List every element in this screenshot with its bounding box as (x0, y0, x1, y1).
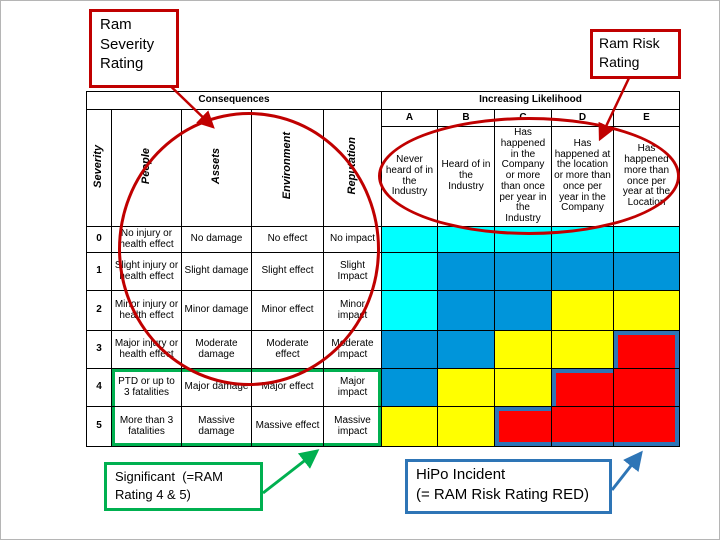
reputation-cell-1: Slight Impact (323, 252, 382, 291)
environment-column-header: Environment (251, 109, 324, 227)
likelihood-e-description: Has happened more than once per year at … (613, 126, 680, 227)
likelihood-c-header: C (494, 109, 552, 127)
likelihood-b-header: B (437, 109, 495, 127)
people-label: People (139, 148, 152, 185)
risk-cell-0-a (381, 226, 438, 253)
severity-cell-5: 5 (86, 406, 112, 447)
environment-cell-0: No effect (251, 226, 324, 253)
risk-cell-4-a (381, 368, 438, 407)
reputation-column-header: Reputation (323, 109, 382, 227)
risk-cell-2-d (551, 290, 614, 331)
likelihood-header: Increasing Likelihood (381, 91, 680, 110)
reputation-cell-0: No impact (323, 226, 382, 253)
assets-label: Assets (209, 148, 222, 185)
risk-cell-5-e (613, 406, 680, 447)
assets-cell-2: Minor damage (181, 290, 252, 331)
risk-cell-2-c (494, 290, 552, 331)
severity-cell-3: 3 (86, 330, 112, 369)
risk-cell-1-a (381, 252, 438, 291)
assets-cell-1: Slight damage (181, 252, 252, 291)
risk-cell-5-b (437, 406, 495, 447)
reputation-cell-4: Major impact (323, 368, 382, 407)
environment-cell-3: Moderate effect (251, 330, 324, 369)
people-cell-1: Slight injury or health effect (111, 252, 182, 291)
likelihood-a-description: Never heard of in the Industry (381, 126, 438, 227)
risk-cell-1-d (551, 252, 614, 291)
reputation-label: Reputation (345, 137, 358, 195)
ram-severity-rating-callout: Ram Severity Rating (89, 9, 179, 88)
severity-cell-4: 4 (86, 368, 112, 407)
risk-cell-1-e (613, 252, 680, 291)
people-cell-5: More than 3 fatalities (111, 406, 182, 447)
assets-cell-3: Moderate damage (181, 330, 252, 369)
assets-cell-5: Massive damage (181, 406, 252, 447)
likelihood-a-header: A (381, 109, 438, 127)
severity-cell-0: 0 (86, 226, 112, 253)
environment-cell-5: Massive effect (251, 406, 324, 447)
assets-cell-4: Major damage (181, 368, 252, 407)
risk-cell-3-c (494, 330, 552, 369)
risk-cell-3-e (613, 330, 680, 369)
people-cell-0: No injury or health effect (111, 226, 182, 253)
severity-label: Severity (92, 144, 105, 188)
risk-cell-4-b (437, 368, 495, 407)
likelihood-d-header: D (551, 109, 614, 127)
reputation-cell-5: Massive impact (323, 406, 382, 447)
people-column-header: People (111, 109, 182, 227)
risk-cell-0-e (613, 226, 680, 253)
risk-cell-0-d (551, 226, 614, 253)
reputation-cell-3: Moderate impact (323, 330, 382, 369)
likelihood-d-description: Has happened at the location or more tha… (551, 126, 614, 227)
risk-cell-3-d (551, 330, 614, 369)
ram-risk-rating-callout: Ram Risk Rating (590, 29, 681, 79)
hipo-incident-callout: HiPo Incident (= RAM Risk Rating RED) (405, 459, 612, 514)
risk-cell-4-c (494, 368, 552, 407)
consequences-header: Consequences (86, 91, 382, 110)
reputation-cell-2: Minor impact (323, 290, 382, 331)
risk-cell-5-a (381, 406, 438, 447)
likelihood-e-header: E (613, 109, 680, 127)
risk-cell-2-b (437, 290, 495, 331)
people-cell-3: Major injury or health effect (111, 330, 182, 369)
hipo-callout-arrow (610, 450, 643, 491)
ram-matrix-table: Consequences Increasing Likelihood Sever… (86, 91, 680, 447)
risk-cell-3-a (381, 330, 438, 369)
risk-cell-0-b (437, 226, 495, 253)
risk-cell-4-d (551, 368, 614, 407)
risk-cell-2-e (613, 290, 680, 331)
people-cell-4: PTD or up to 3 fatalities (111, 368, 182, 407)
risk-cell-4-e (613, 368, 680, 407)
likelihood-b-description: Heard of in the Industry (437, 126, 495, 227)
environment-label: Environment (280, 132, 293, 200)
severity-cell-1: 1 (86, 252, 112, 291)
risk-cell-1-b (437, 252, 495, 291)
environment-cell-4: Major effect (251, 368, 324, 407)
assets-cell-0: No damage (181, 226, 252, 253)
risk-cell-5-d (551, 406, 614, 447)
people-cell-2: Minor injury or health effect (111, 290, 182, 331)
likelihood-c-description: Has happened in the Company or more than… (494, 126, 552, 227)
severity-column-header: Severity (86, 109, 112, 227)
risk-cell-0-c (494, 226, 552, 253)
assets-column-header: Assets (181, 109, 252, 227)
risk-cell-1-c (494, 252, 552, 291)
risk-cell-3-b (437, 330, 495, 369)
significant-callout-arrow (262, 449, 320, 495)
severity-cell-2: 2 (86, 290, 112, 331)
environment-cell-1: Slight effect (251, 252, 324, 291)
risk-cell-2-a (381, 290, 438, 331)
risk-cell-5-c (494, 406, 552, 447)
environment-cell-2: Minor effect (251, 290, 324, 331)
significant-rating-callout: Significant (=RAM Rating 4 & 5) (104, 462, 263, 511)
